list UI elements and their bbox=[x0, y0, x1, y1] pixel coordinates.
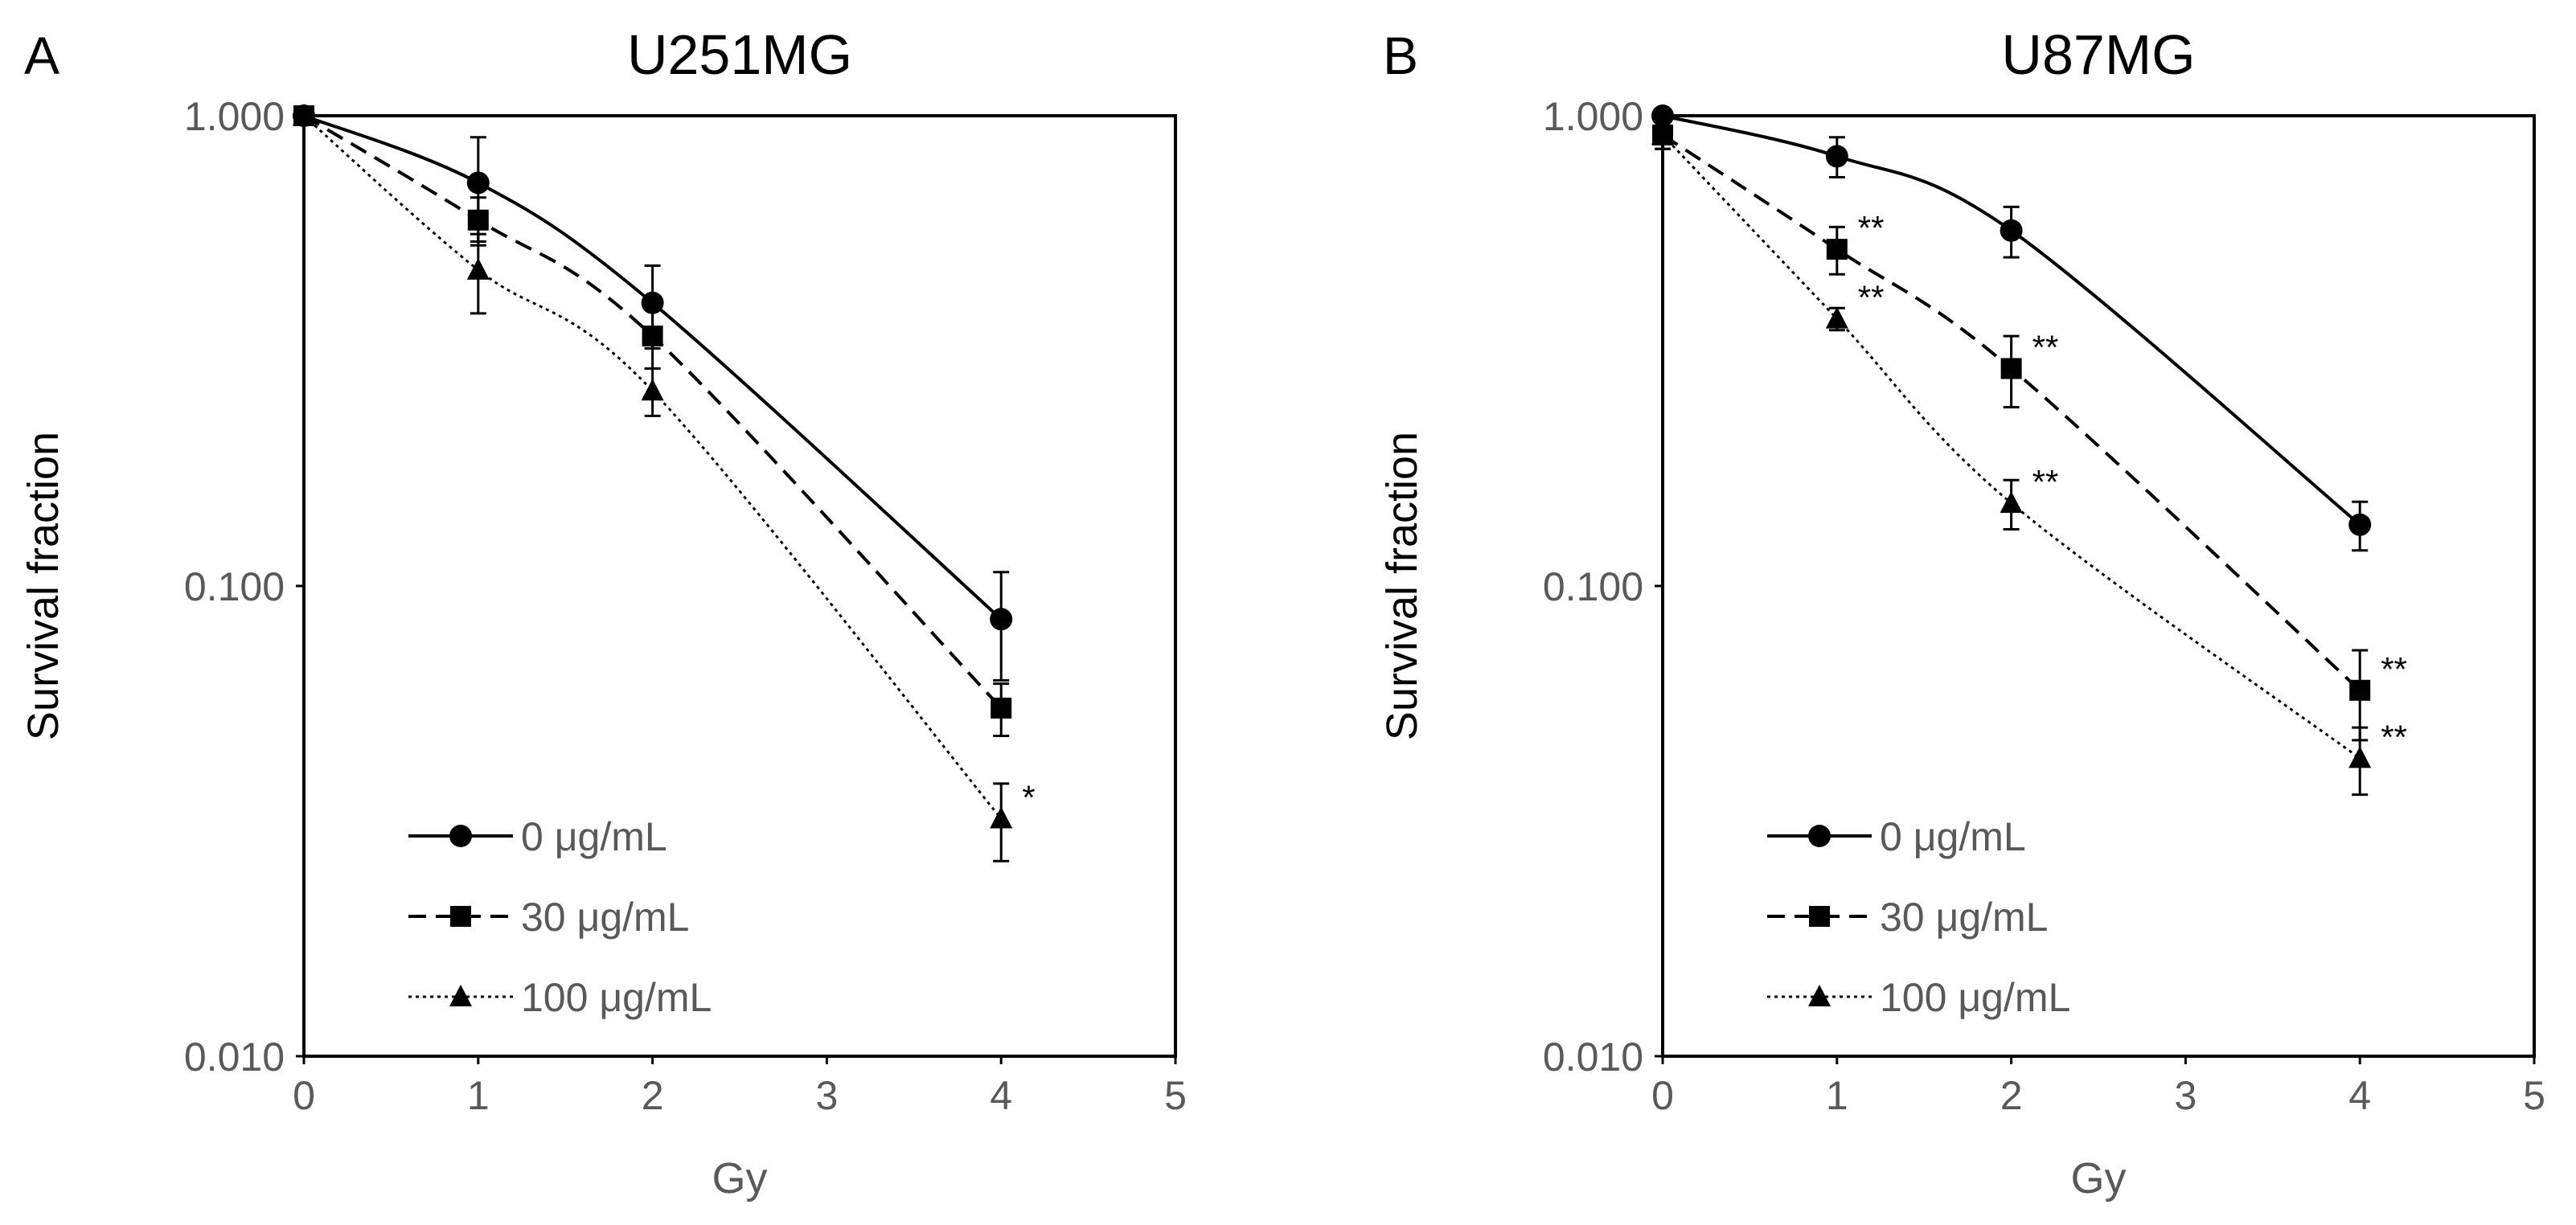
legend-marker bbox=[1808, 985, 1831, 1006]
x-tick-label: 5 bbox=[2523, 1073, 2545, 1118]
significance-mark: ** bbox=[2381, 650, 2407, 688]
chart-title: U87MG bbox=[2001, 23, 2195, 86]
legend-item: 0 μg/mL bbox=[408, 814, 667, 859]
series-square bbox=[293, 105, 1012, 737]
x-tick-label: 2 bbox=[2000, 1073, 2023, 1118]
legend: 0 μg/mL 30 μg/mL 100 μg/mL bbox=[1767, 814, 2070, 1020]
data-point bbox=[2000, 358, 2022, 379]
legend-marker bbox=[450, 906, 471, 927]
series-square: ** ** ** bbox=[1652, 121, 2407, 742]
series-circle bbox=[1651, 104, 2372, 552]
data-point bbox=[642, 326, 663, 347]
data-point bbox=[466, 171, 490, 195]
legend-item: 100 μg/mL bbox=[1767, 975, 2070, 1020]
data-point bbox=[1826, 239, 1848, 260]
legend: 0 μg/mL 30 μg/mL 100 μg/mL bbox=[408, 814, 712, 1020]
legend-marker bbox=[1809, 906, 1830, 927]
significance-mark: ** bbox=[2032, 328, 2059, 366]
legend-item: 30 μg/mL bbox=[408, 895, 689, 940]
y-tick-label: 1.000 bbox=[1543, 94, 1643, 139]
series-triangle: ** ** ** bbox=[1651, 121, 2407, 797]
data-point bbox=[2348, 746, 2372, 768]
legend-label: 0 μg/mL bbox=[521, 814, 667, 859]
data-point bbox=[2000, 490, 2023, 513]
legend-item: 100 μg/mL bbox=[408, 975, 712, 1020]
data-point bbox=[990, 608, 1013, 631]
y-tick-label: 1.000 bbox=[184, 94, 285, 139]
x-tick-label: 2 bbox=[642, 1073, 664, 1118]
data-point bbox=[1825, 145, 1848, 168]
legend-marker bbox=[449, 825, 472, 847]
legend-marker bbox=[1808, 825, 1831, 847]
x-axis-label: Gy bbox=[2070, 1154, 2126, 1202]
series-line bbox=[1661, 133, 2361, 692]
data-point bbox=[1825, 306, 1848, 329]
y-tick-label: 0.010 bbox=[1543, 1034, 1643, 1080]
panel-label: B bbox=[1383, 26, 1418, 85]
series-line bbox=[1662, 114, 2361, 526]
series-triangle: * bbox=[293, 104, 1036, 862]
y-axis-label: Survival fraction bbox=[1378, 432, 1426, 740]
plot-frame bbox=[1661, 114, 2536, 1058]
x-tick-label: 1 bbox=[1826, 1073, 1848, 1118]
data-point bbox=[2349, 679, 2371, 701]
data-point bbox=[293, 104, 315, 125]
x-tick-label: 0 bbox=[293, 1073, 315, 1118]
x-tick-label: 4 bbox=[990, 1073, 1012, 1118]
chart-panel-a: A U251MG 0 1 2 3 4 5 1.000 0.100 0.010 Gy Survival f… bbox=[19, 23, 1187, 1202]
series-line bbox=[303, 114, 1003, 820]
plot-frame bbox=[302, 114, 1177, 1058]
data-point bbox=[991, 697, 1012, 719]
legend-label: 100 μg/mL bbox=[521, 975, 712, 1020]
data-point bbox=[641, 379, 664, 401]
data-point bbox=[2348, 513, 2372, 536]
legend-label: 30 μg/mL bbox=[1880, 895, 2048, 940]
x-axis-label: Gy bbox=[712, 1154, 767, 1202]
y-tick-label: 0.100 bbox=[184, 564, 285, 609]
data-point bbox=[467, 209, 489, 231]
series-line bbox=[302, 114, 1003, 710]
x-tick-label: 3 bbox=[815, 1073, 838, 1118]
significance-mark: * bbox=[1022, 778, 1035, 816]
x-tick-label: 4 bbox=[2348, 1073, 2371, 1118]
legend-item: 0 μg/mL bbox=[1767, 814, 2026, 859]
significance-mark: ** bbox=[1858, 279, 1885, 317]
data-point bbox=[1651, 122, 1674, 145]
legend-item: 30 μg/mL bbox=[1767, 895, 2048, 940]
x-tick-label: 0 bbox=[1651, 1073, 1674, 1118]
legend-label: 30 μg/mL bbox=[521, 895, 689, 940]
data-point bbox=[466, 257, 490, 280]
x-tick-label: 3 bbox=[2174, 1073, 2197, 1118]
series-line bbox=[303, 114, 1003, 621]
y-tick-label: 0.100 bbox=[1543, 564, 1643, 609]
significance-mark: ** bbox=[2032, 463, 2059, 501]
x-tick-label: 1 bbox=[467, 1073, 490, 1118]
chart-title: U251MG bbox=[627, 23, 852, 86]
x-tick-label: 5 bbox=[1164, 1073, 1187, 1118]
panel-label: A bbox=[24, 26, 59, 85]
legend-label: 0 μg/mL bbox=[1880, 814, 2026, 859]
data-point bbox=[2000, 219, 2023, 242]
y-axis-label: Survival fraction bbox=[19, 432, 68, 740]
legend-label: 100 μg/mL bbox=[1880, 975, 2070, 1020]
legend-marker bbox=[449, 985, 472, 1006]
y-tick-label: 0.010 bbox=[184, 1034, 285, 1080]
significance-mark: ** bbox=[2381, 718, 2407, 756]
data-point bbox=[990, 806, 1013, 829]
chart-panel-b: B U87MG 0 1 2 3 4 5 1.000 0.100 0.010 Gy Survival fr… bbox=[1378, 23, 2545, 1202]
significance-mark: ** bbox=[1858, 209, 1885, 247]
